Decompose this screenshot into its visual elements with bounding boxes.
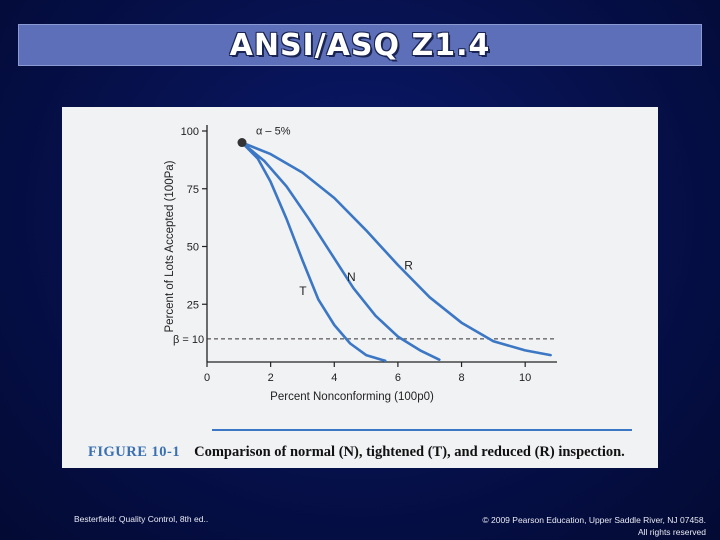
alpha-label: α – 5% — [256, 126, 291, 138]
beta-label: β = 10 — [173, 334, 204, 346]
slide-title: ANSI/ASQ Z1.4 — [229, 27, 491, 63]
footer-copyright-line2: All rights reserved — [637, 527, 706, 537]
x-tick-label: 8 — [458, 372, 464, 384]
curve-label-T: T — [299, 284, 307, 298]
x-tick-label: 4 — [331, 372, 337, 384]
footer-copyright: © 2009 Pearson Education, Upper Saddle R… — [482, 514, 706, 538]
curve-label-R: R — [404, 259, 413, 273]
x-tick-label: 0 — [204, 372, 210, 384]
y-tick-label: 25 — [187, 299, 199, 311]
curve-T — [240, 141, 387, 363]
y-tick-label: 100 — [181, 126, 199, 138]
y-tick-label: 50 — [187, 242, 199, 254]
slide-title-bar: ANSI/ASQ Z1.4 — [18, 24, 702, 66]
x-tick-label: 2 — [268, 372, 274, 384]
alpha-point — [237, 138, 247, 148]
figure-caption: FIGURE 10-1 Comparison of normal (N), tig… — [88, 444, 625, 461]
x-tick-label: 6 — [395, 372, 401, 384]
figure-image: 25 50 75 100 0 2 4 6 8 10 Percent Nonconforming (1… — [62, 107, 658, 468]
curve-R — [240, 141, 552, 357]
footer-citation: Besterfield: Quality Control, 8th ed.. — [74, 514, 209, 524]
oc-curve-chart: 25 50 75 100 0 2 4 6 8 10 Percent Nonconforming (1… — [164, 125, 557, 403]
figure-label: FIGURE 10-1 — [88, 444, 181, 460]
figure-caption-text: Comparison of normal (N), tightened (T),… — [194, 444, 625, 460]
footer-copyright-line1: © 2009 Pearson Education, Upper Saddle R… — [482, 515, 706, 525]
caption-rule — [212, 429, 632, 431]
y-axis-title: Percent of Lots Accepted (100Pa) — [164, 160, 176, 332]
curve-label-N: N — [347, 270, 356, 284]
y-tick-label: 75 — [187, 184, 199, 196]
curve-N — [240, 141, 441, 361]
x-tick-label: 10 — [519, 372, 531, 384]
x-axis-title: Percent Nonconforming (100p0) — [270, 391, 434, 403]
